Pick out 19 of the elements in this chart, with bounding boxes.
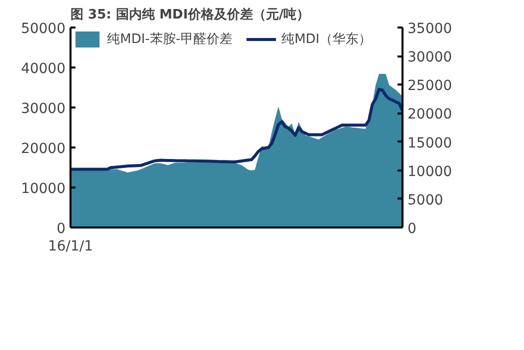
y2-tick-label: 25000 <box>408 78 452 94</box>
y-tick-label: 20000 <box>20 141 66 157</box>
y-tick-label: 30000 <box>20 101 66 117</box>
x-tick-label: 16/1/1 <box>48 238 94 254</box>
chart-title: 图 35: 国内纯 MDI价格及价差（元/吨） <box>70 8 310 22</box>
y-tick-label: 50000 <box>20 21 66 37</box>
y-tick-label: 0 <box>56 221 66 237</box>
y-tick-label: 40000 <box>20 61 66 77</box>
y2-tick-label: 35000 <box>408 21 452 37</box>
y2-tick-label: 5000 <box>408 192 444 208</box>
y2-tick-label: 10000 <box>408 164 452 180</box>
line-series <box>70 88 402 171</box>
y2-tick-label: 0 <box>408 221 416 237</box>
legend-label: 纯MDI-苯胺-甲醛价差 <box>107 31 232 48</box>
y2-tick-label: 20000 <box>408 106 452 123</box>
legend-label: 纯MDI（华东） <box>281 31 372 48</box>
y2-tick-label: 30000 <box>408 50 452 66</box>
y-tick-label: 10000 <box>20 181 66 197</box>
y2-tick-label: 15000 <box>408 135 452 152</box>
